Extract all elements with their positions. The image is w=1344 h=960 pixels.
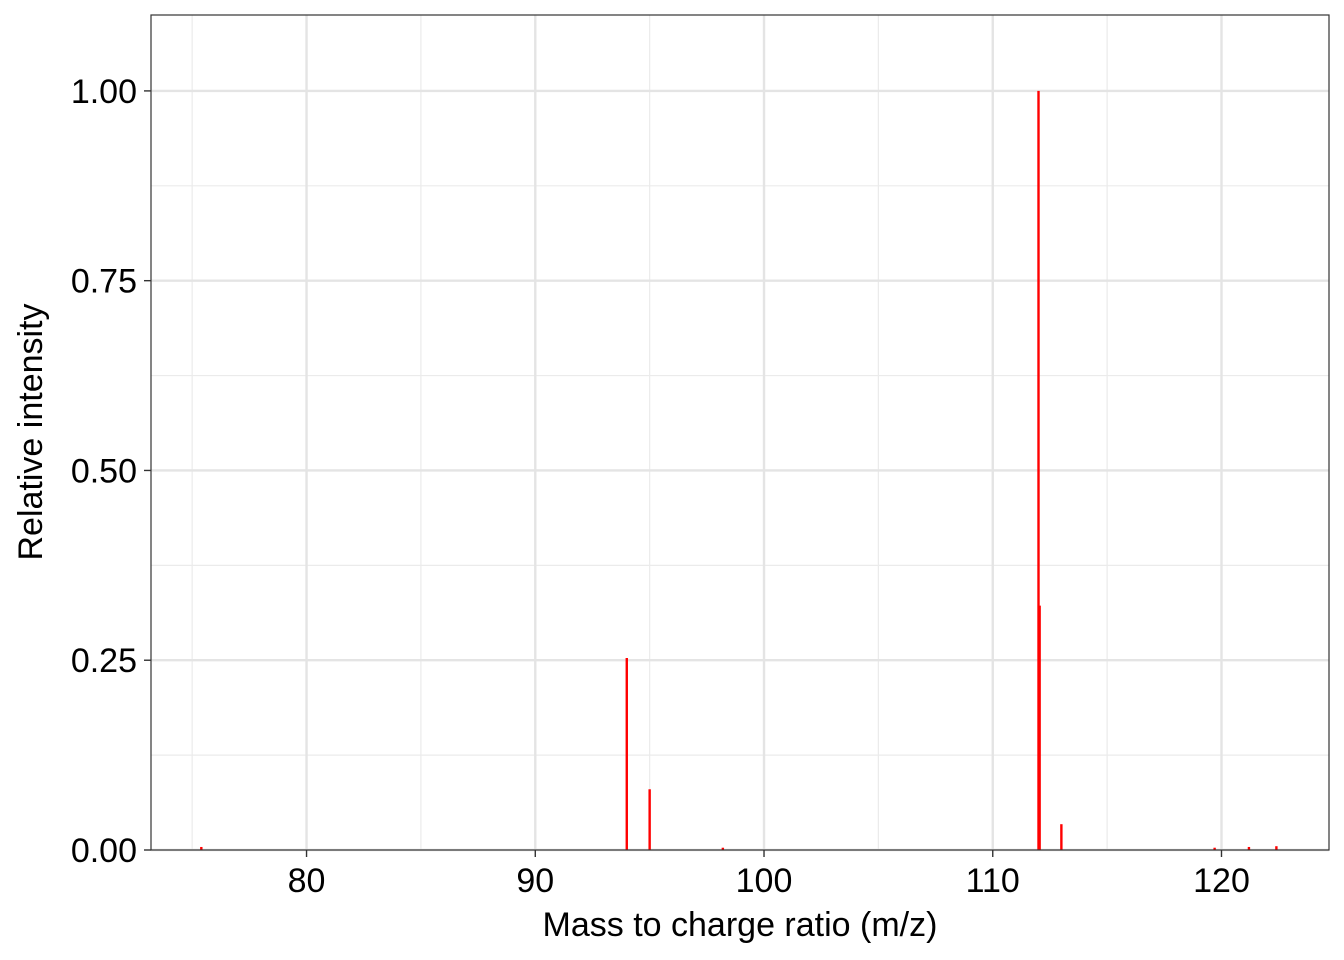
y-axis: 0.00 0.25 0.50 0.75 1.00 <box>71 73 151 870</box>
x-tick-label: 90 <box>516 862 554 900</box>
minor-gridlines <box>151 15 1329 850</box>
x-tick-label: 110 <box>966 862 1020 900</box>
y-tick-label: 0.75 <box>71 263 137 301</box>
plot-background <box>151 15 1329 850</box>
plot-border <box>150 14 1330 851</box>
y-tick-label: 0.25 <box>71 642 137 680</box>
x-axis: 80 90 100 110 120 <box>288 850 1250 900</box>
x-axis-title: Mass to charge ratio (m/z) <box>543 906 938 944</box>
spectrum-peaks <box>200 90 1278 850</box>
y-tick-label: 0.50 <box>71 452 137 490</box>
x-tick-label: 100 <box>736 862 793 900</box>
major-gridlines <box>151 15 1329 852</box>
x-tick-label: 80 <box>288 862 326 900</box>
y-tick-label: 0.00 <box>71 832 137 870</box>
x-tick-label: 120 <box>1193 862 1250 900</box>
y-tick-label: 1.00 <box>71 73 137 111</box>
y-axis-title: Relative intensity <box>12 303 50 560</box>
